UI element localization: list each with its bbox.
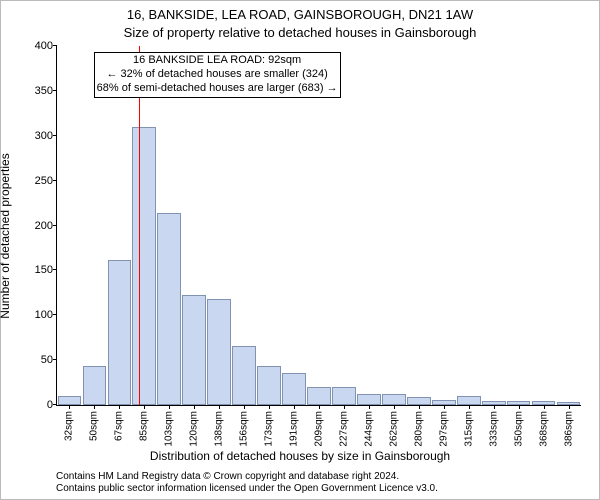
histogram-bar: [407, 397, 431, 405]
plot-area: 05010015020025030035040032sqm50sqm67sqm8…: [56, 46, 581, 406]
x-tick-label: 156sqm: [239, 411, 250, 447]
x-tick-label: 32sqm: [64, 411, 75, 441]
chart-subtitle: Size of property relative to detached ho…: [1, 25, 599, 40]
x-tick-label: 173sqm: [264, 411, 275, 447]
x-tick-label: 67sqm: [114, 411, 125, 441]
x-tick-mark: [569, 405, 570, 409]
x-tick-label: 315sqm: [463, 411, 474, 447]
annotation-line: 16 BANKSIDE LEA ROAD: 92sqm: [97, 54, 338, 68]
y-tick-mark: [53, 314, 57, 315]
x-tick-mark: [469, 405, 470, 409]
x-tick-label: 103sqm: [164, 411, 175, 447]
x-tick-label: 227sqm: [338, 411, 349, 447]
x-tick-mark: [369, 405, 370, 409]
y-tick-mark: [53, 269, 57, 270]
y-tick-label: 50: [41, 354, 57, 366]
x-tick-mark: [444, 405, 445, 409]
x-tick-mark: [419, 405, 420, 409]
figure: 16, BANKSIDE, LEA ROAD, GAINSBOROUGH, DN…: [0, 0, 600, 500]
histogram-bar: [282, 373, 306, 405]
x-tick-mark: [219, 405, 220, 409]
histogram-bar: [382, 394, 406, 405]
x-tick-label: 85sqm: [139, 411, 150, 441]
x-tick-mark: [244, 405, 245, 409]
x-tick-mark: [94, 405, 95, 409]
y-tick-label: 300: [35, 130, 57, 142]
annotation-box: 16 BANKSIDE LEA ROAD: 92sqm← 32% of deta…: [94, 52, 341, 97]
y-tick-label: 200: [35, 220, 57, 232]
y-tick-label: 400: [35, 40, 57, 52]
x-tick-mark: [69, 405, 70, 409]
histogram-bar: [357, 394, 381, 405]
footer-line-2: Contains public sector information licen…: [56, 483, 589, 495]
histogram-bar: [257, 366, 281, 405]
x-tick-label: 50sqm: [89, 411, 100, 441]
histogram-bar: [132, 127, 156, 405]
histogram-bar: [307, 387, 331, 405]
y-tick-label: 250: [35, 175, 57, 187]
histogram-bar: [182, 295, 206, 405]
histogram-bar: [58, 396, 82, 405]
marker-line: [139, 46, 140, 405]
histogram-bar: [83, 366, 107, 405]
x-tick-label: 191sqm: [289, 411, 300, 447]
x-tick-mark: [169, 405, 170, 409]
x-tick-label: 350sqm: [513, 411, 524, 447]
x-tick-label: 138sqm: [214, 411, 225, 447]
histogram-bar: [332, 387, 356, 405]
x-tick-mark: [144, 405, 145, 409]
x-tick-label: 368sqm: [538, 411, 549, 447]
x-tick-mark: [544, 405, 545, 409]
x-tick-mark: [194, 405, 195, 409]
x-tick-label: 297sqm: [438, 411, 449, 447]
chart-title: 16, BANKSIDE, LEA ROAD, GAINSBOROUGH, DN…: [1, 7, 599, 22]
x-tick-mark: [294, 405, 295, 409]
histogram-bar: [207, 299, 231, 405]
x-tick-mark: [319, 405, 320, 409]
x-tick-mark: [519, 405, 520, 409]
x-tick-mark: [344, 405, 345, 409]
x-tick-label: 209sqm: [314, 411, 325, 447]
y-tick-mark: [53, 225, 57, 226]
annotation-line: 68% of semi-detached houses are larger (…: [97, 82, 338, 96]
x-tick-label: 280sqm: [413, 411, 424, 447]
x-tick-mark: [494, 405, 495, 409]
x-tick-label: 262sqm: [388, 411, 399, 447]
x-tick-mark: [119, 405, 120, 409]
footer-line-1: Contains HM Land Registry data © Crown c…: [56, 471, 589, 483]
histogram-bar: [108, 260, 132, 405]
x-tick-label: 120sqm: [189, 411, 200, 447]
y-tick-label: 0: [47, 399, 57, 411]
histogram-bar: [232, 346, 256, 405]
y-axis-label: Number of detached properties: [0, 71, 12, 236]
x-tick-label: 386sqm: [563, 411, 574, 447]
x-axis-label: Distribution of detached houses by size …: [1, 449, 599, 463]
y-tick-label: 150: [35, 264, 57, 276]
annotation-line: ← 32% of detached houses are smaller (32…: [97, 68, 338, 82]
y-tick-mark: [53, 404, 57, 405]
x-tick-label: 333sqm: [488, 411, 499, 447]
histogram-bar: [157, 213, 181, 405]
footer: Contains HM Land Registry data © Crown c…: [56, 471, 589, 495]
y-tick-mark: [53, 180, 57, 181]
y-tick-mark: [53, 359, 57, 360]
y-tick-label: 100: [35, 309, 57, 321]
y-tick-mark: [53, 135, 57, 136]
x-tick-mark: [269, 405, 270, 409]
y-tick-label: 350: [35, 85, 57, 97]
y-tick-mark: [53, 90, 57, 91]
y-tick-mark: [53, 45, 57, 46]
histogram-bar: [457, 396, 481, 405]
x-tick-label: 244sqm: [363, 411, 374, 447]
x-tick-mark: [394, 405, 395, 409]
